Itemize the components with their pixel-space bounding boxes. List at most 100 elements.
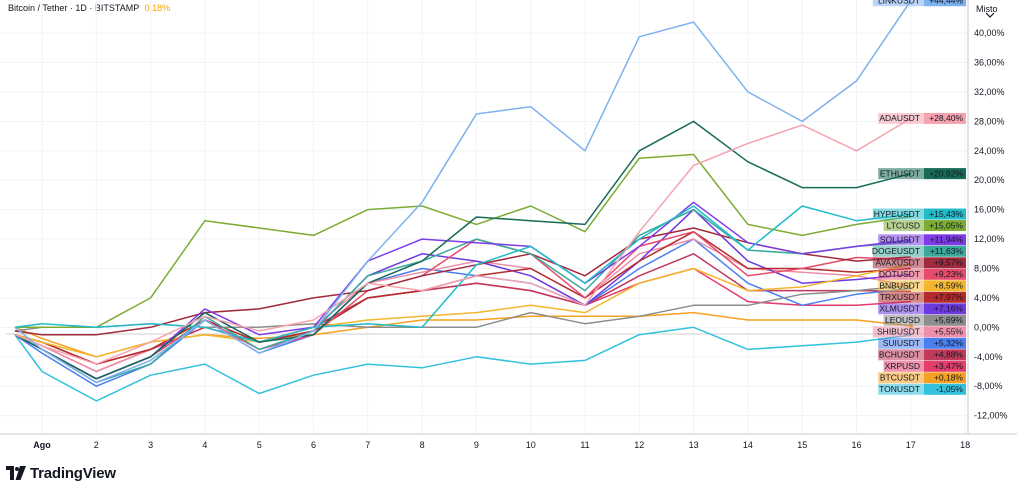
series-line-ethusdt[interactable]: [14, 120, 911, 380]
series-value-label: +20,92%: [929, 168, 963, 178]
series-value-label: +8,59%: [934, 281, 964, 291]
badge-value-bg: [924, 360, 966, 372]
series-name-label: BNBUSDT: [879, 281, 920, 291]
y-tick-label: 8,00%: [974, 263, 1000, 273]
badge-name-bg: [878, 280, 924, 292]
series-value-label: +0,18%: [934, 373, 964, 383]
series-line-bnbusdt[interactable]: [14, 263, 911, 358]
badge-hypeusdt: HYPEUSDT +15,43%: [872, 208, 966, 220]
series-badges: LINKUSDT +44,44% ADAUSDT +28,40% ETHUSDT +20,…: [872, 0, 966, 395]
badge-value-bg: [924, 112, 966, 124]
badge-name-bg: [872, 208, 924, 220]
series-name-label: XLMUSDT: [879, 304, 920, 314]
series-name-label: SOLUSDT: [880, 235, 920, 245]
symbol-title: Bitcoin / Tether · 1D · BITSTAMP: [8, 3, 140, 13]
series-name-label: LINKUSDT: [878, 0, 920, 6]
y-tick-label: 12,00%: [974, 234, 1005, 244]
x-tick-label: 13: [689, 440, 699, 450]
badge-xlmusdt: XLMUSDT +7,16%: [878, 303, 966, 315]
badge-name-bg: [878, 168, 924, 180]
badge-value-bg: [924, 257, 966, 269]
series-line-adausdt[interactable]: [14, 117, 912, 365]
y-tick-label: 28,00%: [974, 116, 1005, 126]
series-value-label: +5,69%: [934, 315, 964, 325]
badge-name-bg: [878, 268, 924, 280]
badge-linkusdt: LINKUSDT +44,44%: [872, 0, 966, 7]
badge-value-bg: [924, 280, 966, 292]
series-value-label: +11,94%: [930, 235, 964, 245]
badge-bnbusdt: BNBUSDT +8,59%: [878, 280, 966, 292]
x-tick-label: 12: [634, 440, 644, 450]
series-name-label: SHIBUSDT: [877, 327, 920, 337]
series-value-label: +15,43%: [929, 209, 963, 219]
series-name-label: DOGEUSDT: [872, 246, 920, 256]
time-axis[interactable]: Ago 2 3 4 5 6 7 8 9 10 11 12 13 14 15 16 17 18: [33, 440, 970, 450]
badge-value-bg: [924, 383, 966, 395]
chart-header: Bitcoin / Tether · 1D · BITSTAMP 0,18%: [8, 3, 170, 13]
badge-btcusdt: BTCUSDT +0,18%: [878, 372, 966, 384]
badge-leousd: LEOUSD +5,69%: [883, 314, 966, 326]
tradingview-logo-icon: [6, 466, 26, 480]
series-value-label: +9,23%: [934, 269, 964, 279]
badge-name-bg: [872, 326, 924, 338]
series-name-label: HYPEUSDT: [874, 209, 920, 219]
badge-name-bg: [872, 0, 924, 7]
badge-value-bg: [924, 349, 966, 361]
badge-solusdt: SOLUSDT +11,94%: [878, 234, 966, 246]
badge-tonusdt: TONUSDT -1,05%: [878, 383, 966, 395]
badge-value-bg: [924, 0, 966, 7]
badge-value-bg: [924, 314, 966, 326]
badge-value-bg: [924, 234, 966, 246]
series-name-label: ADAUSDT: [879, 113, 920, 123]
badge-value-bg: [924, 326, 966, 338]
series-name-label: AVAXUSDT: [875, 258, 920, 268]
x-tick-label: 11: [580, 440, 589, 450]
series-line-linkusdt[interactable]: [14, 0, 912, 384]
badge-dotusdt: DOTUSDT +9,23%: [878, 268, 966, 280]
badge-name-bg: [878, 372, 924, 384]
badge-value-bg: [924, 268, 966, 280]
series-line-dogeusdt[interactable]: [14, 208, 911, 384]
series-name-label: ETHUSDT: [880, 168, 920, 178]
y-tick-label: -12,00%: [974, 411, 1008, 421]
badge-name-bg: [878, 337, 924, 349]
series-value-label: +28,40%: [929, 113, 963, 123]
badge-value-bg: [924, 245, 966, 257]
series-value-label: +5,55%: [934, 327, 964, 337]
badge-value-bg: [924, 291, 966, 303]
series-name-label: XRPUSD: [885, 361, 920, 371]
tradingview-wordmark: TradingView: [30, 464, 116, 482]
y-tick-label: 20,00%: [974, 175, 1005, 185]
y-tick-label: 40,00%: [974, 28, 1005, 38]
series-line-hypeusdt[interactable]: [14, 205, 911, 343]
series-value-label: +4,88%: [934, 350, 964, 360]
series-value-label: +44,44%: [929, 0, 963, 6]
badge-shibusdt: SHIBUSDT +5,55%: [872, 326, 966, 338]
tradingview-branding[interactable]: TradingView: [6, 463, 116, 483]
series-line-ltcusd[interactable]: [14, 153, 911, 329]
badge-name-bg: [883, 220, 924, 232]
price-axis[interactable]: 40,00% 36,00% 32,00% 28,00% 24,00% 20,00% 16,0…: [974, 28, 1008, 421]
badge-name-bg: [878, 291, 924, 303]
scale-mode-label[interactable]: Misto: [976, 4, 998, 14]
series-line-tonusdt[interactable]: [14, 326, 911, 402]
badge-value-bg: [924, 372, 966, 384]
y-tick-label: 0,00%: [974, 322, 1000, 332]
x-tick-label: 18: [960, 440, 970, 450]
x-tick-label: 2: [94, 440, 99, 450]
series-value-label: +11,63%: [930, 246, 964, 256]
series-value-label: +9,57%: [934, 258, 964, 268]
badge-value-bg: [924, 220, 966, 232]
x-tick-label: 4: [202, 440, 207, 450]
x-tick-label: Ago: [33, 440, 51, 450]
badge-adausdt: ADAUSDT +28,40%: [878, 112, 966, 124]
badge-bchusdt: BCHUSDT +4,88%: [878, 349, 966, 361]
scale-dropdown-icon[interactable]: [985, 12, 995, 18]
badge-avaxusdt: AVAXUSDT +9,57%: [872, 257, 966, 269]
series-name-label: SUIUSDT: [883, 338, 920, 348]
series-name-label: BTCUSDT: [880, 373, 920, 383]
badge-name-bg: [878, 383, 924, 395]
x-tick-label: 7: [365, 440, 370, 450]
x-tick-label: 9: [474, 440, 479, 450]
